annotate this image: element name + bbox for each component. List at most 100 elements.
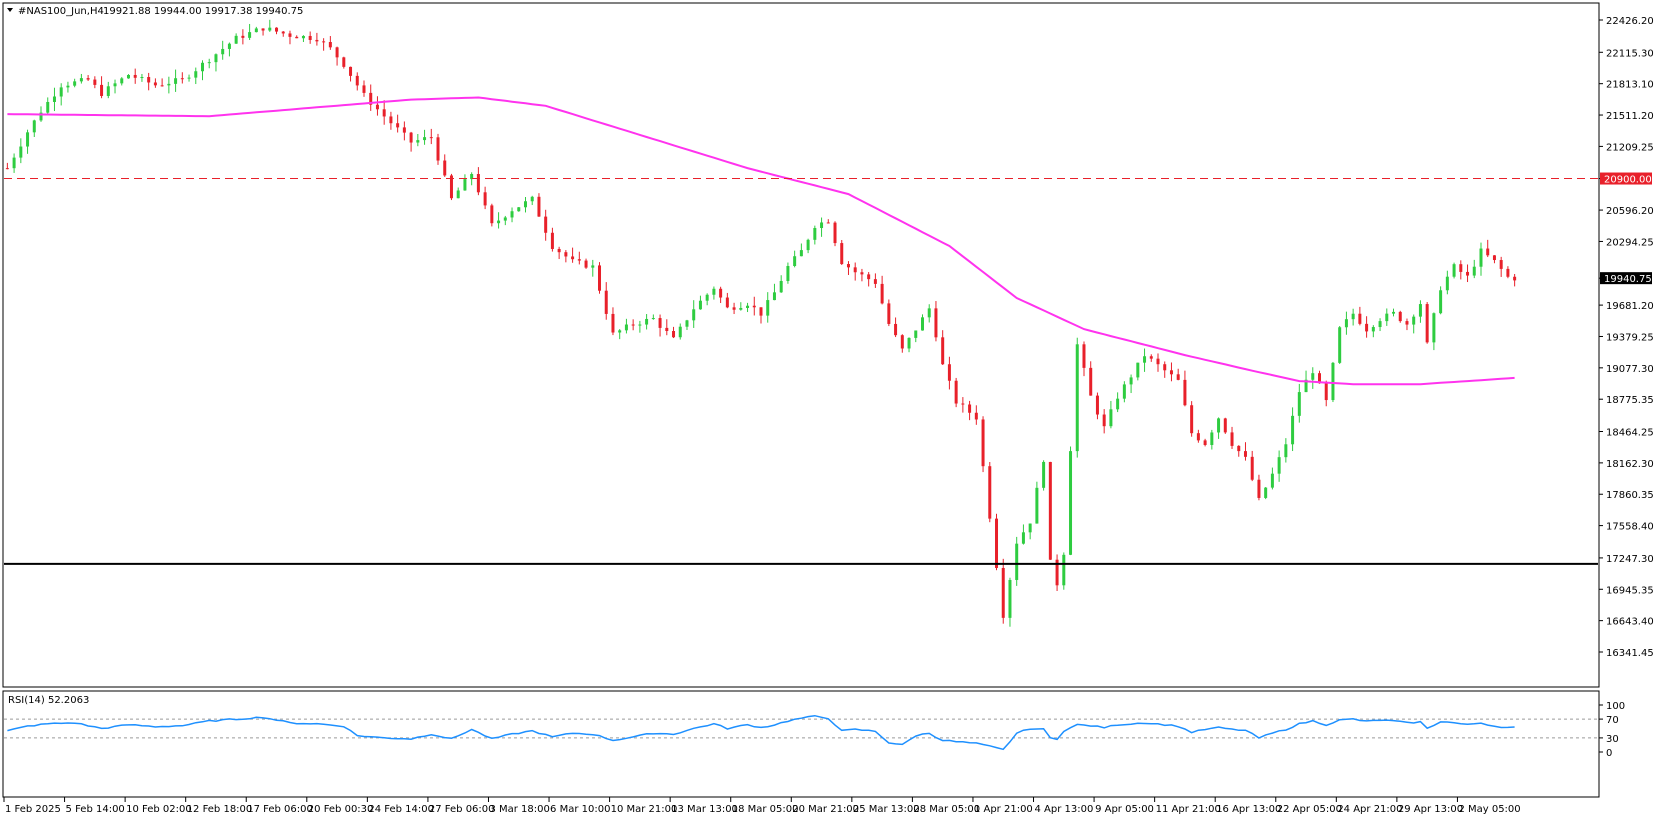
time-tick-label: 20 Feb 00:30 xyxy=(308,804,374,815)
candle-body xyxy=(1270,473,1274,488)
candle xyxy=(1398,310,1402,323)
candle xyxy=(1344,311,1348,335)
candle-body xyxy=(73,81,77,86)
candle-body xyxy=(429,137,433,139)
candle xyxy=(618,329,622,340)
candle-body xyxy=(147,77,151,83)
candle xyxy=(1102,409,1106,434)
current-price-tag xyxy=(1600,272,1652,285)
candle-body xyxy=(631,324,635,326)
candle xyxy=(591,259,595,277)
price-tick-label: 20596.20 xyxy=(1606,206,1654,217)
candle-body xyxy=(1459,264,1463,272)
candle xyxy=(813,225,817,245)
candle xyxy=(947,356,951,390)
chart-symbol: #NAS100_Jun,H4 xyxy=(18,6,104,17)
candle-body xyxy=(227,43,231,49)
candle-body xyxy=(732,307,736,310)
candle xyxy=(1499,256,1503,277)
candle-body xyxy=(746,305,750,308)
candle xyxy=(1217,417,1221,439)
candle-body xyxy=(355,75,359,86)
candle xyxy=(1055,554,1059,592)
price-tick-label: 18162.30 xyxy=(1606,459,1654,470)
candle-body xyxy=(638,324,642,326)
candle xyxy=(1243,442,1247,461)
candle-body xyxy=(120,78,124,84)
candle xyxy=(174,69,178,92)
candle xyxy=(1237,445,1241,457)
candle-body xyxy=(786,265,790,281)
candle xyxy=(1412,314,1416,334)
candle-body xyxy=(1311,373,1315,380)
candle-body xyxy=(1324,383,1328,401)
candle xyxy=(820,217,824,237)
candle xyxy=(207,58,211,69)
candle xyxy=(1250,450,1254,482)
price-tick-label: 16945.35 xyxy=(1606,585,1654,596)
candle xyxy=(598,262,602,294)
rsi-pane[interactable] xyxy=(2,690,1600,798)
candle xyxy=(759,307,763,324)
candle xyxy=(1472,259,1476,279)
candle xyxy=(1418,300,1422,323)
candle xyxy=(806,238,810,254)
candle-body xyxy=(106,86,110,96)
rsi-line xyxy=(7,714,1515,751)
candle-body xyxy=(564,252,568,257)
candle-body xyxy=(947,364,951,381)
candle xyxy=(1230,426,1234,449)
candle xyxy=(100,76,104,99)
candle-body xyxy=(362,85,366,93)
candle-body xyxy=(26,132,30,147)
candle xyxy=(954,377,958,408)
candle-body xyxy=(853,267,857,273)
candle xyxy=(497,212,501,229)
candle-body xyxy=(900,335,904,349)
time-tick-label: 1 Apr 21:00 xyxy=(974,804,1033,815)
candle xyxy=(571,247,575,263)
candle xyxy=(79,73,83,84)
collapse-triangle-icon[interactable] xyxy=(7,8,13,12)
candle xyxy=(443,154,447,177)
candle-body xyxy=(1291,415,1295,445)
candle-body xyxy=(1116,398,1120,410)
candle xyxy=(308,31,312,44)
time-tick-label: 28 Mar 05:00 xyxy=(913,804,980,815)
candle-body xyxy=(86,78,90,80)
time-tick-label: 20 Mar 21:00 xyxy=(792,804,859,815)
candle-body xyxy=(1371,327,1375,332)
candle-body xyxy=(1042,461,1046,488)
candle-body xyxy=(766,300,770,316)
candle xyxy=(328,36,332,50)
candle-body xyxy=(1439,290,1443,314)
candle-body xyxy=(968,404,972,413)
candle xyxy=(934,301,938,342)
candle xyxy=(799,243,803,257)
candle xyxy=(1210,429,1214,450)
candle xyxy=(1136,362,1140,381)
candle-body xyxy=(517,207,521,212)
candle-body xyxy=(322,41,326,43)
candle-body xyxy=(1143,356,1147,363)
candle xyxy=(651,314,655,320)
candle-body xyxy=(1015,543,1019,580)
candle-body xyxy=(1452,264,1456,277)
time-tick-label: 1 Feb 2025 xyxy=(5,804,61,815)
candle-body xyxy=(550,232,554,249)
candle xyxy=(234,33,238,44)
candle xyxy=(900,334,904,353)
candle xyxy=(907,337,911,353)
candle-body xyxy=(187,77,191,79)
candle xyxy=(187,74,191,82)
candle xyxy=(46,97,50,115)
candle xyxy=(698,295,702,310)
candle-body xyxy=(1304,379,1308,393)
candle xyxy=(1385,308,1389,326)
time-tick-label: 9 Apr 05:00 xyxy=(1095,804,1154,815)
candle-body xyxy=(456,190,460,199)
candle-body xyxy=(402,127,406,133)
candle-body xyxy=(261,28,265,31)
candle-body xyxy=(140,77,144,79)
price-pane[interactable] xyxy=(2,2,1600,688)
